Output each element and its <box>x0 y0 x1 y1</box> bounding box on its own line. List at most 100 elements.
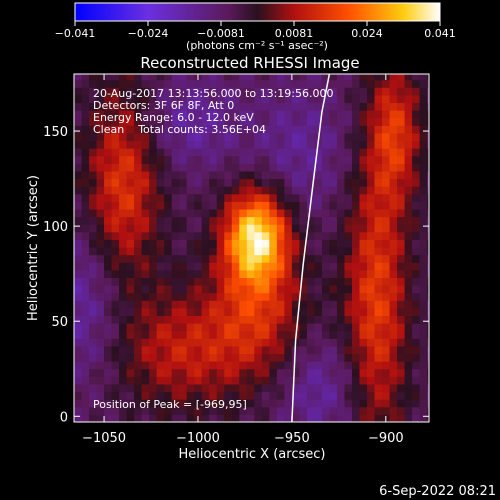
heatmap-cell <box>344 155 353 164</box>
heatmap-cell <box>412 345 421 355</box>
heatmap-cell <box>329 345 338 355</box>
heatmap-cell <box>209 315 218 324</box>
heatmap-cell <box>74 330 83 339</box>
heatmap-cell <box>224 216 233 225</box>
heatmap-cell <box>389 102 398 111</box>
heatmap-cell <box>179 315 188 324</box>
heatmap-cell <box>351 155 361 164</box>
heatmap-cell <box>156 140 165 149</box>
heatmap-cell <box>179 224 188 233</box>
heatmap-cell <box>209 74 218 81</box>
heatmap-cell <box>216 285 225 294</box>
heatmap-cell <box>299 399 308 408</box>
heatmap-cell <box>126 155 135 164</box>
heatmap-cell <box>427 125 429 134</box>
heatmap-cell <box>351 148 361 157</box>
heatmap-cell <box>194 201 203 210</box>
heatmap-cell <box>164 239 173 248</box>
heatmap-cell <box>164 74 173 81</box>
heatmap-cell <box>359 406 368 415</box>
heatmap-cell <box>104 117 113 126</box>
heatmap-cell <box>427 87 429 96</box>
heatmap-cell <box>344 368 353 377</box>
heatmap-cell <box>119 209 128 218</box>
y-axis-label: Heliocentric Y (arcsec) <box>26 175 41 321</box>
heatmap-cell <box>284 269 293 278</box>
heatmap-cell <box>329 391 338 400</box>
heatmap-cell <box>427 391 429 400</box>
heatmap-cell <box>194 193 203 202</box>
heatmap-cell <box>374 87 383 96</box>
heatmap-cell <box>149 117 158 126</box>
heatmap-cell <box>397 391 406 400</box>
heatmap-cell <box>111 262 120 271</box>
heatmap-cell <box>216 186 225 195</box>
heatmap-cell <box>201 239 210 248</box>
heatmap-cell <box>374 383 383 393</box>
heatmap-cell <box>149 125 158 134</box>
heatmap-cell <box>74 125 83 134</box>
heatmap-cell <box>111 406 120 415</box>
heatmap-cell <box>404 79 413 88</box>
heatmap-cell <box>397 216 406 225</box>
heatmap-cell <box>351 178 361 187</box>
heatmap-cell <box>134 247 143 256</box>
heatmap-cell <box>96 406 105 415</box>
heatmap-cell <box>201 193 210 202</box>
heatmap-cell <box>306 383 315 393</box>
heatmap-cell <box>306 254 315 263</box>
heatmap-cell <box>81 231 90 240</box>
heatmap-cell <box>201 209 210 218</box>
heatmap-cell <box>389 399 398 408</box>
heatmap-cell <box>201 406 210 415</box>
heatmap-cell <box>216 269 225 278</box>
heatmap-cell <box>104 323 113 332</box>
heatmap-cell <box>276 345 285 355</box>
heatmap-cell <box>404 231 413 240</box>
heatmap-cell <box>231 338 240 347</box>
heatmap-cell <box>382 368 391 377</box>
heatmap-cell <box>404 201 413 210</box>
heatmap-cell <box>427 163 429 172</box>
heatmap-cell <box>419 345 428 355</box>
heatmap-cell <box>329 368 338 377</box>
heatmap-cell <box>126 277 135 286</box>
heatmap-cell <box>284 79 293 88</box>
heatmap-cell <box>224 406 233 415</box>
heatmap-cell <box>246 178 255 187</box>
heatmap-cell <box>284 87 293 96</box>
heatmap-cell <box>119 178 128 187</box>
heatmap-cell <box>149 79 158 88</box>
heatmap-cell <box>171 368 180 377</box>
heatmap-cell <box>382 406 391 415</box>
heatmap-cell <box>374 148 383 157</box>
heatmap-cell <box>336 102 345 111</box>
heatmap-cell <box>74 292 83 301</box>
heatmap-cell <box>291 376 300 385</box>
heatmap-cell <box>111 269 120 278</box>
heatmap-cell <box>179 125 188 134</box>
heatmap-cell <box>96 186 105 195</box>
heatmap-cell <box>299 338 308 347</box>
heatmap-cell <box>89 414 98 422</box>
heatmap-cell <box>171 300 180 309</box>
heatmap-cell <box>74 269 83 278</box>
heatmap-cell <box>216 300 225 309</box>
heatmap-cell <box>427 269 429 278</box>
colorbar <box>74 2 441 22</box>
heatmap-cell <box>412 209 421 218</box>
heatmap-cell <box>179 155 188 164</box>
heatmap-cell <box>81 239 90 248</box>
heatmap-cell <box>179 132 188 142</box>
heatmap-cell <box>404 285 413 294</box>
heatmap-cell <box>194 269 203 278</box>
heatmap-cell <box>254 307 263 317</box>
heatmap-cell <box>119 125 128 134</box>
heatmap-cell <box>164 300 173 309</box>
heatmap-cell <box>412 300 421 309</box>
heatmap-cell <box>276 376 285 385</box>
heatmap-cell <box>367 140 376 149</box>
heatmap-cell <box>149 102 158 111</box>
heatmap-cell <box>134 285 143 294</box>
heatmap-cell <box>284 406 293 415</box>
